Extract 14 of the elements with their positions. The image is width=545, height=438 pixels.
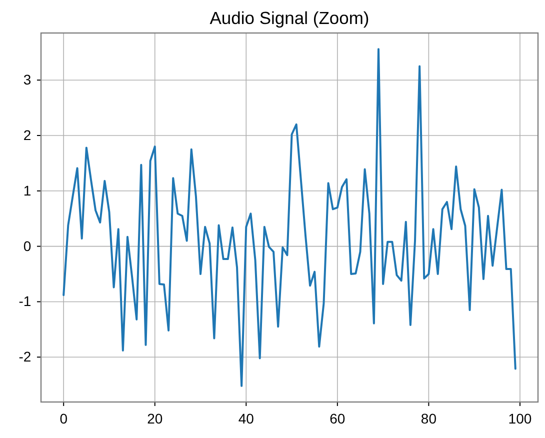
y-tick-label: -2 xyxy=(18,348,32,365)
x-tick-label: 100 xyxy=(508,410,532,427)
y-tick-label: 3 xyxy=(23,72,32,88)
y-tick-label: 0 xyxy=(23,238,32,254)
y-tick-label: 1 xyxy=(23,182,32,198)
chart-title: Audio Signal (Zoom) xyxy=(210,8,370,28)
line-series xyxy=(62,48,516,387)
y-tick-label: -1 xyxy=(18,293,32,310)
x-tick-label: 20 xyxy=(147,410,163,427)
x-tick-label: 60 xyxy=(330,410,346,427)
x-tick-label: 80 xyxy=(420,410,437,427)
x-tick-label: 0 xyxy=(60,410,68,427)
y-tick-label: 2 xyxy=(23,126,32,143)
x-tick-label: 40 xyxy=(238,410,254,427)
